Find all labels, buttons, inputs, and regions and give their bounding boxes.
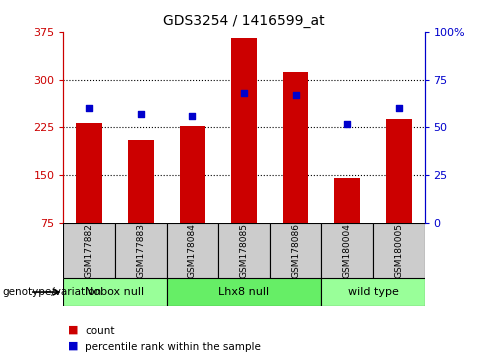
Bar [115,223,166,278]
Title: GDS3254 / 1416599_at: GDS3254 / 1416599_at [163,14,325,28]
Bar [63,278,166,306]
Text: Nobox null: Nobox null [85,287,144,297]
Text: GSM177882: GSM177882 [85,223,94,278]
Bar [373,223,425,278]
Text: GSM178086: GSM178086 [291,223,300,278]
Text: GSM177883: GSM177883 [136,223,145,278]
Bar [322,223,373,278]
Bar [270,223,322,278]
Point [137,111,145,117]
Bar [128,140,154,223]
Point [188,113,196,119]
Bar [180,126,205,223]
Text: percentile rank within the sample: percentile rank within the sample [85,342,261,352]
Text: genotype/variation: genotype/variation [2,287,102,297]
Point [395,105,403,111]
Text: wild type: wild type [347,287,398,297]
Point [85,105,93,111]
Bar [231,38,257,223]
Bar [166,223,218,278]
Bar [386,119,412,223]
Bar [334,178,360,223]
Text: GSM180005: GSM180005 [394,223,403,278]
Text: count: count [85,326,115,336]
Text: ■: ■ [68,340,79,350]
Bar [63,223,115,278]
Text: ■: ■ [68,324,79,334]
Bar [166,278,322,306]
Point [343,121,351,126]
Bar [283,72,308,223]
Text: GSM180004: GSM180004 [343,223,352,278]
Bar [322,278,425,306]
Text: GSM178085: GSM178085 [240,223,248,278]
Bar [76,123,102,223]
Text: GSM178084: GSM178084 [188,223,197,278]
Point [240,90,248,96]
Bar [218,223,270,278]
Point [292,92,300,98]
Text: Lhx8 null: Lhx8 null [219,287,269,297]
